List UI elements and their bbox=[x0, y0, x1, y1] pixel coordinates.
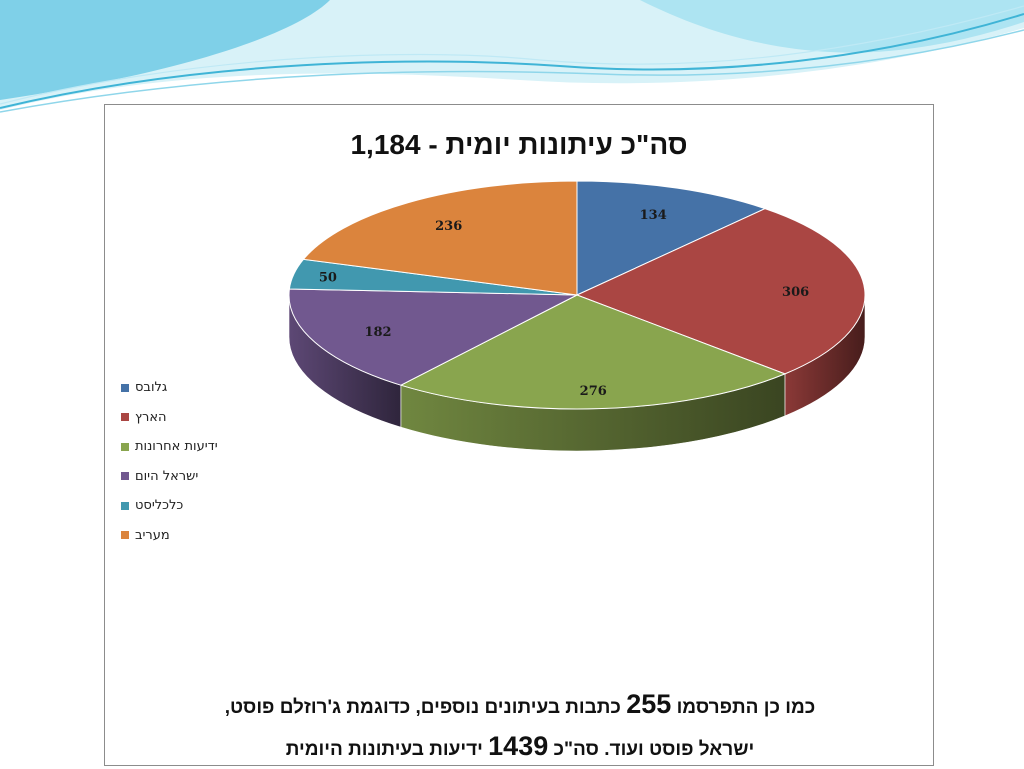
footnote-number-1439: 1439 bbox=[488, 731, 549, 761]
legend-label: הארץ bbox=[135, 409, 167, 425]
pie-slice bbox=[288, 288, 578, 386]
legend-swatch bbox=[121, 501, 129, 510]
chart-frame: סה"כ עיתונות יומית - 1,184 134 306 276 182 5… bbox=[104, 104, 934, 766]
legend-item: מעריב bbox=[121, 521, 261, 551]
legend-swatch bbox=[121, 413, 129, 422]
legend-label: ישראל היום bbox=[135, 468, 199, 484]
pie-slice bbox=[576, 180, 767, 296]
pie-slice bbox=[302, 180, 578, 296]
pie-data-label: 306 bbox=[782, 285, 809, 300]
footnote-line-1: כמו כן התפרסמו 255 כתבות בעיתונים נוספים… bbox=[135, 685, 905, 727]
legend-swatch bbox=[121, 383, 129, 392]
legend-label: כלכליסט bbox=[135, 498, 184, 514]
legend-swatch bbox=[121, 531, 129, 540]
pie-chart: 134 306 276 182 50 236 bbox=[288, 180, 866, 452]
pie-slice bbox=[575, 208, 866, 375]
pie-data-label: 276 bbox=[580, 384, 607, 399]
legend-label: ידיעות אחרונות bbox=[135, 439, 218, 455]
footnote-text: כמו כן התפרסמו 255 כתבות בעיתונים נוספים… bbox=[135, 685, 905, 769]
footnote-line1-before: כמו כן התפרסמו bbox=[671, 697, 816, 718]
wave-line-3 bbox=[0, 5, 1024, 105]
legend-item: כלכליסט bbox=[121, 491, 261, 521]
pie-data-label: 236 bbox=[435, 219, 462, 234]
chart-title: סה"כ עיתונות יומית - 1,184 bbox=[350, 129, 688, 160]
legend-item: ידיעות אחרונות bbox=[121, 432, 261, 462]
footnote-number-255: 255 bbox=[626, 689, 672, 719]
header-wave-decoration bbox=[0, 0, 1024, 113]
wave-band-mid bbox=[0, 0, 1024, 53]
wave-line-2 bbox=[0, 29, 1024, 113]
footnote-line1-after: כתבות בעיתונים נוספים, כדוגמת ג'רוזלם פו… bbox=[224, 697, 627, 718]
legend-item: גלובס bbox=[121, 373, 261, 403]
footnote-line-2: ישראל פוסט ועוד. סה"כ 1439 ידיעות בעיתונ… bbox=[135, 727, 905, 769]
pie-data-label: 50 bbox=[319, 270, 337, 285]
footnote-line2-before: ישראל פוסט ועוד. סה"כ bbox=[548, 739, 755, 760]
chart-legend: גלובס הארץ ידיעות אחרונות ישראל היום כלכ… bbox=[121, 373, 261, 550]
legend-swatch bbox=[121, 442, 129, 451]
legend-item: הארץ bbox=[121, 403, 261, 433]
pie-data-label: 134 bbox=[640, 208, 667, 223]
pie-data-label: 182 bbox=[364, 325, 391, 340]
wave-band-dark bbox=[0, 0, 330, 100]
legend-swatch bbox=[121, 472, 129, 481]
footnote-line2-after: ידיעות בעיתונות היומית bbox=[285, 739, 489, 760]
wave-line-1 bbox=[0, 13, 1024, 109]
pie-slice bbox=[399, 294, 787, 410]
legend-item: ישראל היום bbox=[121, 462, 261, 492]
legend-label: גלובס bbox=[135, 380, 168, 396]
legend-label: מעריב bbox=[135, 527, 170, 543]
